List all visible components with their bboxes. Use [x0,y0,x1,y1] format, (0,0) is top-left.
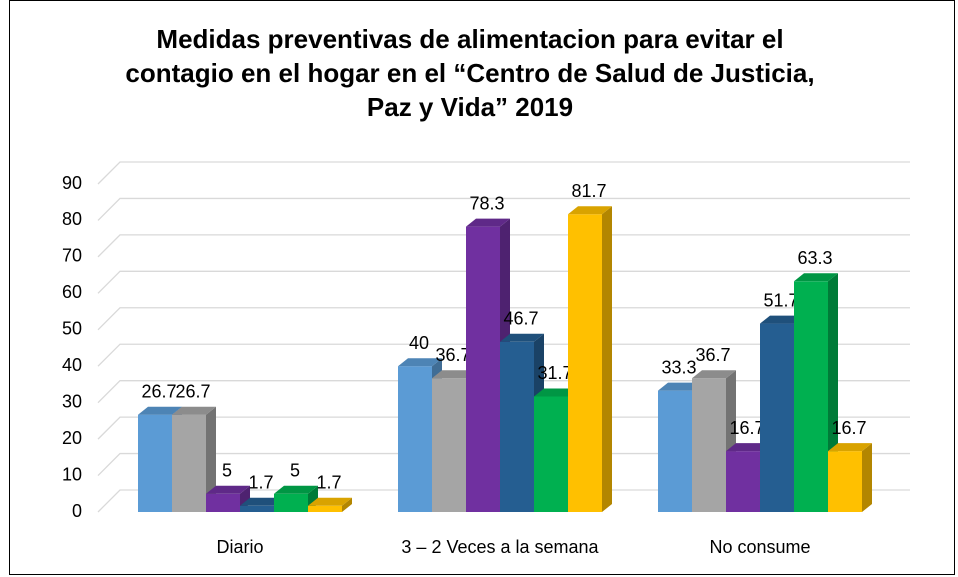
bar-top [568,206,612,215]
x-tick-label: Diario [216,537,263,557]
data-label: 1.7 [248,473,273,493]
data-label: 16.7 [831,418,866,438]
bar [172,414,206,512]
x-tick-label: No consume [709,537,810,557]
bar [760,323,794,512]
y-tick-label: 0 [72,501,82,521]
x-tick-label: 3 – 2 Veces a la semana [401,537,599,557]
y-tick-label: 90 [62,173,82,193]
data-label: 36.7 [695,345,730,365]
bar-top [726,443,770,452]
grid-line [97,307,910,331]
bar-side [862,443,872,512]
bar-top [658,382,702,391]
y-tick-label: 10 [62,464,82,484]
y-tick-label: 80 [62,209,82,229]
data-label: 46.7 [503,309,538,329]
bar-top [466,218,510,227]
data-label: 78.3 [469,193,504,213]
grid-line [97,270,910,294]
bar [794,281,828,512]
bar [432,378,466,512]
y-tick-label: 30 [62,391,82,411]
bar-top [828,443,872,452]
bar-top [432,370,476,379]
data-label: 5 [290,461,300,481]
grid-line [97,343,910,367]
bar [466,226,500,512]
grid-line [97,489,910,513]
grid-line [97,161,910,185]
bar-side [206,406,216,512]
bar-top [240,497,284,506]
data-label: 51.7 [763,290,798,310]
data-label: 81.7 [571,181,606,201]
data-label: 16.7 [729,418,764,438]
bar-top [172,406,216,415]
bar [692,378,726,512]
bar [534,396,568,512]
bar-side [342,497,352,512]
bar [726,451,760,512]
bar [828,451,862,512]
grid-line [97,452,910,477]
data-label: 63.3 [797,248,832,268]
data-label: 36.7 [435,345,470,365]
y-tick-label: 40 [62,355,82,375]
grid-line [97,380,910,404]
data-label: 5 [222,461,232,481]
bar-top [398,358,442,367]
bar-top [308,497,352,506]
data-label: 33.3 [661,357,696,377]
y-tick-label: 50 [62,319,82,339]
bar [308,505,342,512]
data-label: 26.7 [175,381,210,401]
data-label: 1.7 [316,473,341,493]
data-label: 26.7 [141,381,176,401]
bar [138,414,172,512]
bar-top [760,315,804,324]
y-tick-label: 70 [62,246,82,266]
bar [398,366,432,512]
bar [240,505,274,512]
bar [206,493,240,512]
bar-top [138,406,182,415]
bar-top [794,273,838,282]
data-label: 31.7 [537,363,572,383]
bar-top [534,388,578,397]
bar [274,493,308,512]
grid-line [97,197,910,221]
grid-line [97,234,910,258]
y-tick-label: 20 [62,428,82,448]
data-label: 40 [409,333,429,353]
grid-line [97,416,910,440]
bar [500,341,534,512]
bar-top [206,485,250,494]
bar-side [602,206,612,512]
bar [568,214,602,512]
chart-frame [9,0,955,575]
bar [658,390,692,512]
y-tick-label: 60 [62,282,82,302]
chart-title: Medidas preventivas de alimentacion para… [125,24,815,122]
bar-top [500,333,544,342]
bar-top [274,485,318,494]
bar-top [692,370,736,379]
